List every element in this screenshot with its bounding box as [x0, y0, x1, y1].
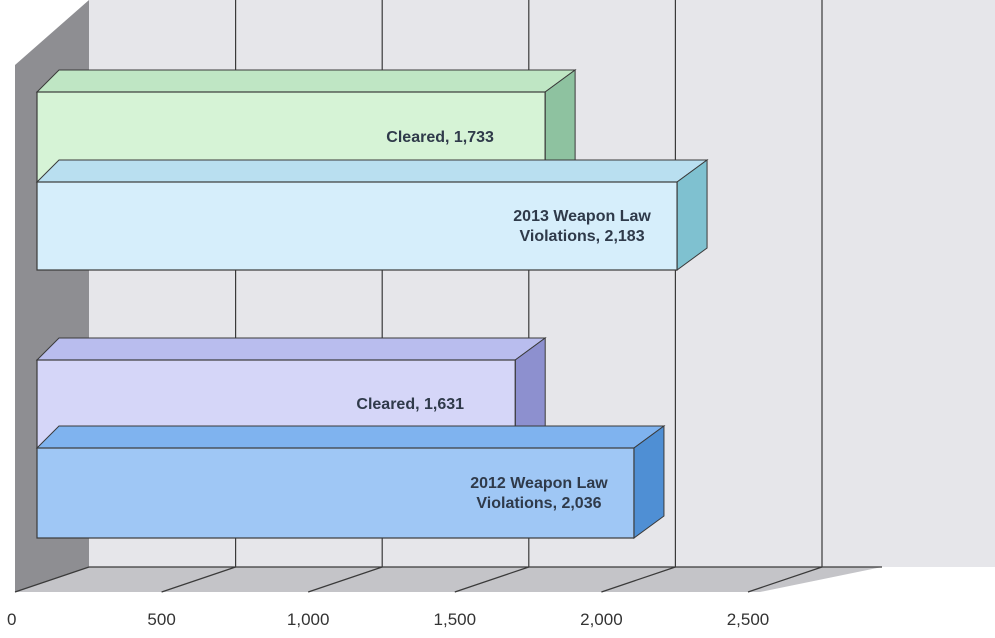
bar-data-label-line: 2013 Weapon Law: [513, 208, 651, 225]
bar: 2013 Weapon Law Violations, 2,183: [35, 159, 709, 271]
bar-top: [35, 337, 547, 361]
x-tick-label: 1,000: [287, 610, 330, 629]
floor-gridline: [14, 566, 90, 593]
bar-data-label-line: Violations, 2,183: [520, 228, 645, 245]
bar-data-label: 2013 Weapon Law Violations, 2,183: [513, 208, 651, 245]
floor-gridline: [308, 566, 383, 593]
bar-top: [35, 69, 577, 93]
bar-top: [35, 159, 709, 183]
bars: Cleared, 1,733 2013 Weapon Law Violations,…: [35, 69, 709, 539]
x-tick-label: 1,500: [434, 610, 477, 629]
x-tick-label: 500: [147, 610, 175, 629]
floor-gridline: [747, 566, 823, 593]
floor-gridline: [161, 566, 236, 593]
x-axis: 0 500 1,000 1,500 2,000 2,500: [7, 610, 769, 629]
bar-data-label: Cleared, 1,631: [356, 396, 464, 413]
bar-front: [36, 181, 678, 271]
bar-data-label-line: Violations, 2,036: [476, 495, 601, 512]
floor-gridline: [601, 566, 676, 593]
bar-data-label: Cleared, 1,733: [386, 129, 494, 146]
bar: 2012 Weapon Law Violations, 2,036: [35, 425, 666, 539]
bar-data-label: 2012 Weapon Law Violations, 2,036: [470, 475, 608, 512]
x-tick-label: 2,500: [727, 610, 770, 629]
x-tick-label: 2,000: [580, 610, 623, 629]
bar-front: [36, 447, 635, 539]
floor-gridline: [454, 566, 529, 593]
bar-top: [35, 425, 666, 449]
floor: [15, 567, 882, 592]
x-tick-label: 0: [7, 610, 16, 629]
bar-data-label-line: Cleared, 1,631: [356, 396, 464, 413]
bar-data-label-line: Cleared, 1,733: [386, 129, 494, 146]
bar-data-label-line: 2012 Weapon Law: [470, 475, 608, 492]
